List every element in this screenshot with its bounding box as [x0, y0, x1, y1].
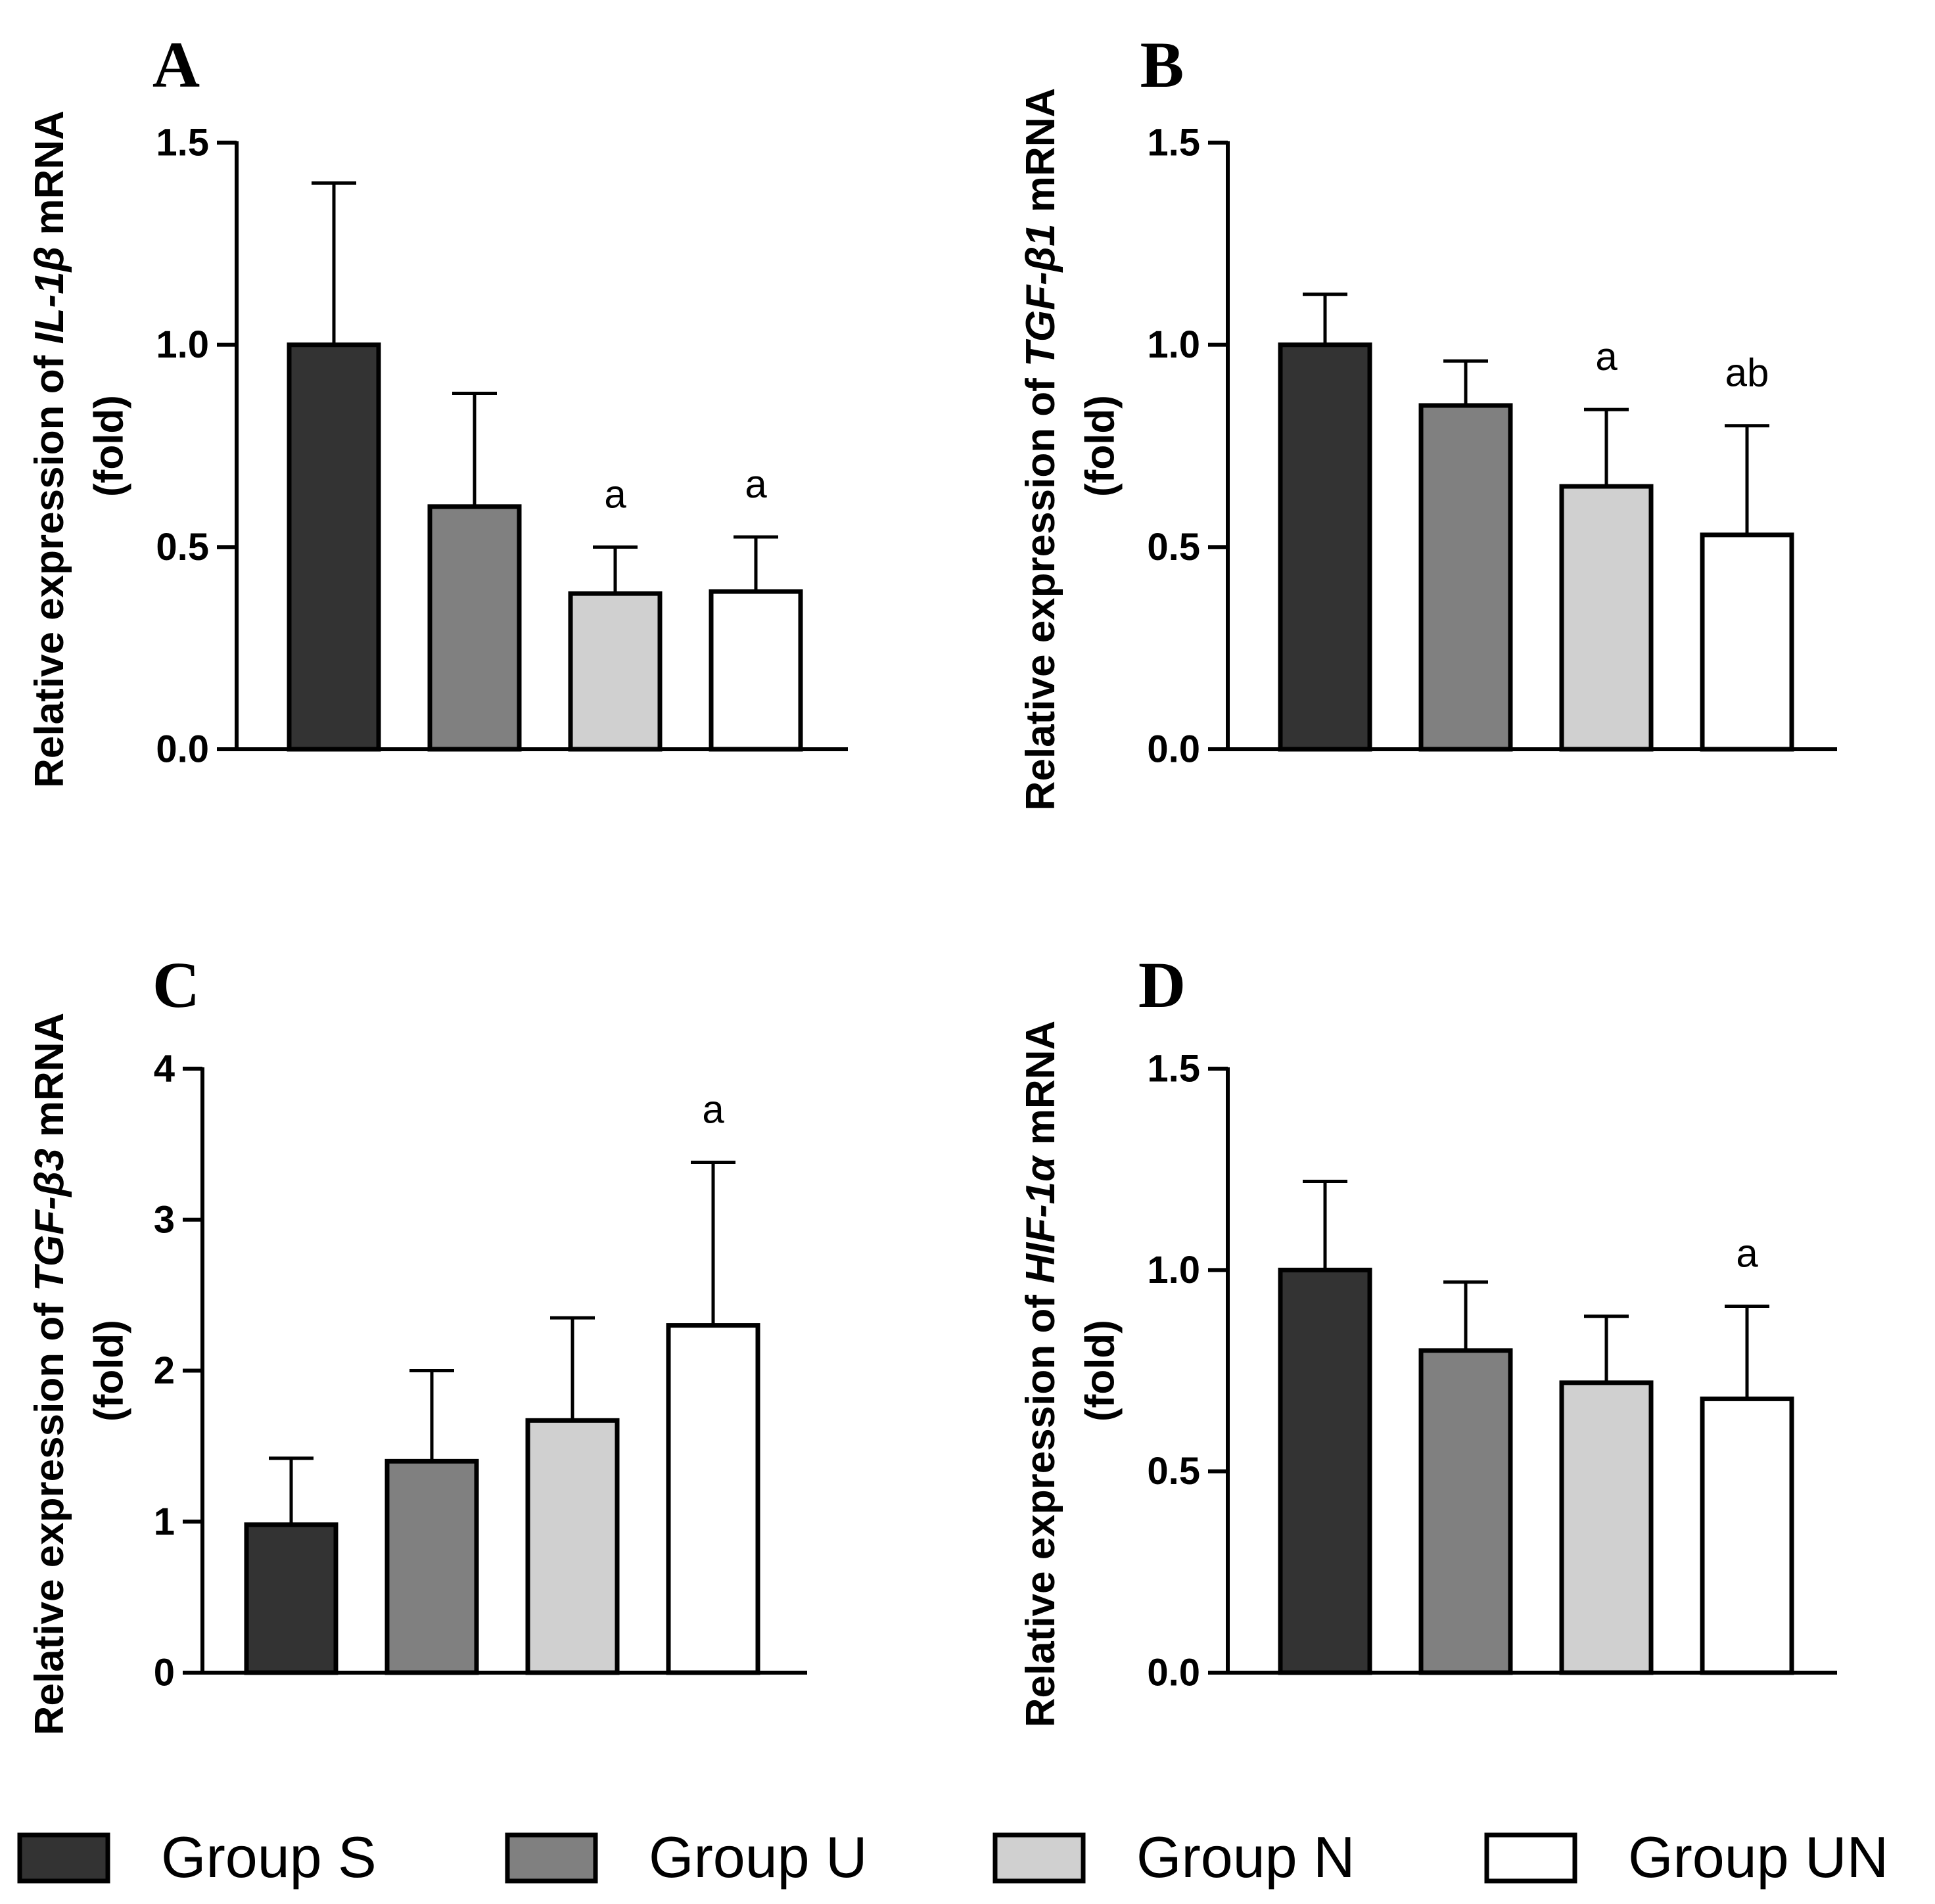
- y-tick-label: 1: [154, 1500, 175, 1543]
- bar-group-3: [525, 1316, 620, 1675]
- chart-panels: A Relative expression of IL-1β mRNA (fold)…: [27, 28, 1837, 1735]
- chart-panel-a: A Relative expression of IL-1β mRNA (fold)…: [27, 28, 848, 788]
- y-tick-label: 1.0: [1147, 1249, 1200, 1291]
- significance-label: a: [745, 462, 767, 506]
- y-axis-label-prefix: Relative expression of: [27, 1291, 72, 1735]
- y-axis-label-prefix: Relative expression of: [1018, 367, 1063, 810]
- y-tick-label: 0.5: [1147, 1450, 1200, 1493]
- bar: [666, 1323, 760, 1675]
- y-axis-label-suffix: mRNA: [1018, 88, 1063, 224]
- bar-group-1: [1278, 1180, 1372, 1675]
- bar: [1418, 1348, 1513, 1675]
- legend-label: Group N: [1136, 1824, 1355, 1890]
- bar: [287, 342, 381, 752]
- legend-swatch: [1484, 1832, 1577, 1884]
- bar-group-2: [427, 392, 522, 752]
- bar-group-1: [287, 181, 381, 752]
- bar: [244, 1522, 338, 1675]
- y-axis-label-gene: IL-1β: [27, 246, 72, 344]
- significance-label: ab: [1725, 351, 1769, 395]
- significance-label: a: [1595, 335, 1618, 379]
- bar-group-4: a: [666, 1087, 760, 1675]
- bar-group-1: [244, 1456, 338, 1675]
- y-axis-label-unit: (fold): [1077, 395, 1123, 497]
- legend-label: Group S: [161, 1824, 377, 1890]
- bar-group-2: [1418, 359, 1513, 752]
- bar-group-3: [1559, 1314, 1654, 1675]
- y-tick-label: 0.0: [1147, 1652, 1200, 1694]
- bar-group-2: [385, 1369, 479, 1675]
- significance-label: a: [604, 472, 626, 516]
- chart-panel-d: D Relative expression of HIF-1α mRNA (fold…: [1018, 948, 1837, 1727]
- bar: [1278, 342, 1372, 752]
- y-axis-label: Relative expression of TGF-β1 mRNA: [1018, 88, 1063, 811]
- legend-item-1: Group S: [17, 1824, 377, 1890]
- legend-swatch: [992, 1832, 1086, 1884]
- bar: [1278, 1267, 1372, 1675]
- legend-item-3: Group N: [992, 1824, 1355, 1890]
- chart-panel-c: C Relative expression of TGF-β3 mRNA (fold…: [27, 948, 807, 1735]
- y-tick-label: 0.5: [1147, 526, 1200, 569]
- y-tick-label: 1.5: [1147, 122, 1200, 164]
- bar-group-3: a: [1559, 335, 1654, 752]
- y-axis-label: Relative expression of IL-1β mRNA: [27, 110, 72, 788]
- y-tick-label: 1.0: [1147, 323, 1200, 366]
- bar: [709, 589, 803, 752]
- y-axis-label: Relative expression of TGF-β3 mRNA: [27, 1013, 72, 1736]
- panel-letter: A: [152, 28, 200, 101]
- legend-item-2: Group U: [505, 1824, 868, 1890]
- legend-item-4: Group UN: [1484, 1824, 1888, 1890]
- y-tick-label: 2: [154, 1349, 175, 1392]
- y-axis-label-prefix: Relative expression of: [27, 344, 72, 788]
- panel-letter: D: [1138, 948, 1186, 1021]
- y-tick-label: 1.5: [156, 122, 209, 164]
- bar: [1418, 403, 1513, 752]
- legend-label: Group UN: [1628, 1824, 1888, 1890]
- panel-letter: B: [1140, 28, 1184, 101]
- y-tick-label: 3: [154, 1198, 175, 1241]
- panel-letter: C: [152, 948, 200, 1021]
- y-tick-label: 1.0: [156, 323, 209, 366]
- y-tick-label: 4: [154, 1048, 175, 1090]
- y-tick-label: 0.0: [1147, 728, 1200, 771]
- significance-label: a: [1736, 1231, 1758, 1275]
- legend-swatch: [505, 1832, 598, 1884]
- chart-panel-b: B Relative expression of TGF-β1 mRNA (fold…: [1018, 28, 1837, 810]
- y-tick-label: 1.5: [1147, 1048, 1200, 1090]
- bar: [1559, 1380, 1654, 1675]
- y-axis-label-unit: (fold): [86, 395, 131, 497]
- y-axis-label-gene: HIF-1α: [1018, 1155, 1063, 1284]
- significance-label: a: [702, 1087, 724, 1131]
- y-axis-label-suffix: mRNA: [27, 1013, 72, 1149]
- bar-group-4: ab: [1700, 351, 1794, 752]
- y-axis-label-suffix: mRNA: [27, 110, 72, 246]
- bar-group-4: a: [709, 462, 803, 752]
- bar: [1559, 484, 1654, 752]
- bar: [427, 504, 522, 752]
- bar: [525, 1418, 620, 1675]
- y-axis-label-prefix: Relative expression of: [1018, 1284, 1063, 1727]
- y-tick-label: 0.5: [156, 526, 209, 569]
- legend-label: Group U: [649, 1824, 868, 1890]
- bar-group-2: [1418, 1280, 1513, 1675]
- bar: [1700, 532, 1794, 752]
- y-axis-label: Relative expression of HIF-1α mRNA: [1018, 1021, 1063, 1728]
- y-axis-label-unit: (fold): [86, 1320, 131, 1422]
- y-axis-label-gene: TGF-β3: [27, 1148, 72, 1291]
- bar: [1700, 1396, 1794, 1675]
- bar: [385, 1458, 479, 1675]
- bar-group-4: a: [1700, 1231, 1794, 1675]
- bar: [568, 591, 663, 752]
- y-axis-label-unit: (fold): [1077, 1320, 1123, 1422]
- y-axis-label-suffix: mRNA: [1018, 1021, 1063, 1157]
- y-tick-label: 0: [154, 1652, 175, 1694]
- y-axis-label-gene: TGF-β1: [1018, 223, 1063, 367]
- bar-group-1: [1278, 292, 1372, 752]
- legend-swatch: [17, 1832, 110, 1884]
- bar-group-3: a: [568, 472, 663, 752]
- y-tick-label: 0.0: [156, 728, 209, 771]
- legend: Group S Group U Group N Group UN: [17, 1824, 1888, 1890]
